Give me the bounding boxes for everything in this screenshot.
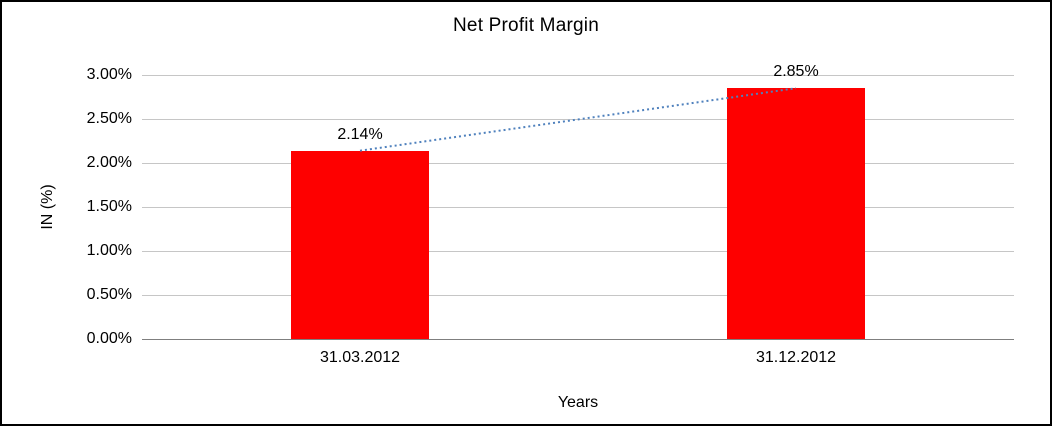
- y-axis-tick-label: 1.00%: [86, 242, 132, 259]
- gridline: [142, 207, 1014, 208]
- gridline: [142, 163, 1014, 164]
- x-axis-tick-label: 31.12.2012: [755, 349, 837, 366]
- chart-title: Net Profit Margin: [453, 15, 599, 36]
- x-axis-tick-label: 31.03.2012: [319, 349, 401, 366]
- bar-31.12.2012: [727, 88, 865, 339]
- gridline: [142, 119, 1014, 120]
- y-axis-tick-label: 0.50%: [86, 286, 132, 303]
- y-axis-tick-label: 3.00%: [86, 66, 132, 83]
- bar-data-label: 2.85%: [773, 63, 819, 81]
- bar-31.03.2012: [291, 150, 429, 339]
- y-axis-tick-label: 2.50%: [86, 110, 132, 127]
- gridline: [142, 251, 1014, 252]
- gridline: [142, 295, 1014, 296]
- bar-data-label: 2.14%: [337, 125, 383, 143]
- plot-area: 0.00% 0.50% 1.00% 1.50% 2.00% 2.50% 3.00% 2.14%…: [87, 63, 1014, 366]
- y-axis-tick-label: 2.00%: [86, 154, 132, 171]
- y-axis-tick-label: 0.00%: [86, 330, 132, 347]
- y-axis-tick-label: 1.50%: [86, 198, 132, 215]
- gridline: [142, 75, 1014, 76]
- y-axis-title: IN (%): [39, 184, 56, 230]
- x-axis-title: Years: [557, 394, 599, 411]
